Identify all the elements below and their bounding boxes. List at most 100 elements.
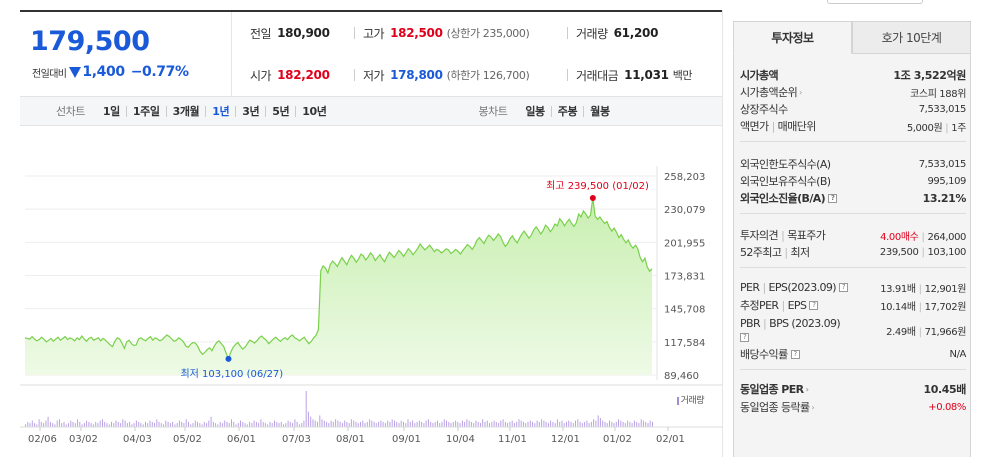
- volume-bar: [92, 424, 94, 427]
- divider: [354, 27, 355, 39]
- volume-bar: [541, 419, 543, 427]
- volume-bar: [622, 421, 624, 427]
- volume-bar: [563, 423, 565, 427]
- volume-bar: [226, 421, 228, 427]
- quote-sub: 백만: [672, 69, 693, 82]
- volume-bar: [321, 419, 323, 427]
- tab-orderbook[interactable]: 호가 10단계: [852, 21, 971, 54]
- candle-monthly[interactable]: 월봉: [590, 105, 610, 118]
- info-value: 995,109: [927, 175, 966, 187]
- help-icon[interactable]: ?: [740, 333, 749, 342]
- info-row-sector-per[interactable]: 동일업종 PER › 10.45배: [740, 381, 966, 397]
- info-label: 외국인소진율(B/A): [740, 192, 826, 205]
- info-value: 239,500: [879, 246, 919, 258]
- volume-bar: [79, 421, 81, 427]
- volume-bar: [649, 420, 651, 427]
- info-label-wrap: 동일업종 PER ›: [740, 381, 809, 397]
- help-icon[interactable]: ?: [838, 282, 848, 292]
- info-value-wrap: 5,000원 | 1주: [907, 119, 967, 134]
- stock-main-panel: 179,500 전일대비 1,400 −0.77% 전일 180,900 고가 …: [20, 12, 722, 457]
- volume-bar: [228, 423, 230, 427]
- info-row-est-per: 추정PER | EPS? 10.14배 | 17,702원: [740, 297, 966, 313]
- info-value-wrap: 239,500 | 103,100: [879, 246, 967, 258]
- volume-bar: [235, 424, 237, 427]
- volume-bar: [482, 419, 484, 427]
- volume-bar: [446, 420, 447, 427]
- candle-chart-group: 봉차트 일봉 주봉 월봉: [478, 103, 615, 119]
- info-value: 264,000: [927, 231, 966, 243]
- info-row-cap-rank[interactable]: 시가총액순위 › 코스피 188위: [740, 84, 966, 100]
- volume-bar: [559, 421, 561, 427]
- tab-investment-info[interactable]: 투자정보: [733, 21, 852, 54]
- volume-bar: [172, 421, 174, 427]
- volume-bar: [287, 420, 289, 427]
- volume-bar: [434, 421, 436, 427]
- volume-bar: [425, 420, 427, 427]
- period-3m[interactable]: 3개월: [172, 105, 200, 118]
- period-5y[interactable]: 5년: [272, 105, 290, 118]
- info-value: 4.00매수: [880, 231, 919, 243]
- volume-bar: [500, 420, 502, 427]
- info-body: 시가총액 1조 3,522억원 시가총액순위 › 코스피 188위 상장주식수 7…: [733, 54, 971, 457]
- period-10y[interactable]: 10년: [302, 105, 327, 118]
- help-icon[interactable]: ?: [790, 349, 800, 359]
- volume-bar: [219, 421, 221, 427]
- period-1w[interactable]: 1주일: [132, 105, 160, 118]
- volume-bar: [575, 420, 576, 427]
- volume-bar: [61, 423, 63, 427]
- period-1y[interactable]: 1년: [212, 105, 230, 118]
- volume-bar: [307, 411, 309, 427]
- info-row-sector-change[interactable]: 동일업종 등락률 › +0.08%: [740, 399, 966, 415]
- separator: |: [918, 301, 922, 313]
- volume-bar: [83, 423, 85, 427]
- volume-bar: [285, 423, 287, 427]
- x-tick-label: 07/03: [282, 434, 311, 445]
- volume-bar: [124, 420, 126, 427]
- volume-bar: [611, 421, 613, 427]
- volume-bar: [350, 419, 352, 427]
- volume-bar: [185, 419, 187, 427]
- volume-bar: [151, 421, 153, 427]
- help-icon[interactable]: ?: [809, 300, 819, 310]
- volume-bar: [194, 420, 196, 427]
- volume-bar: [375, 423, 377, 427]
- period-3y[interactable]: 3년: [242, 105, 260, 118]
- quote-value: 180,900: [277, 26, 330, 40]
- volume-bar: [269, 421, 271, 427]
- volume-bar: [267, 424, 269, 427]
- volume-bar: [45, 420, 47, 427]
- chevron-right-icon: ›: [805, 384, 809, 394]
- volume-bar: [215, 423, 217, 427]
- volume-bar: [439, 423, 441, 427]
- volume-bar: [457, 421, 459, 427]
- info-value-wrap: 10.14배 | 17,702원: [880, 298, 966, 313]
- volume-bar: [106, 423, 108, 427]
- divider: [265, 105, 267, 117]
- volume-bar: [357, 423, 359, 427]
- volume-bar: [389, 421, 391, 427]
- change-row: 전일대비 1,400 −0.77%: [32, 64, 189, 80]
- quote-value: 182,200: [277, 68, 330, 82]
- info-row-foreign-limit: 외국인한도주식수(A) 7,533,015: [740, 156, 966, 172]
- volume-bar: [520, 420, 522, 427]
- volume-bar: [25, 424, 26, 427]
- top-handle[interactable]: [827, 0, 923, 4]
- separator: |: [763, 317, 767, 330]
- volume-bar: [631, 423, 633, 427]
- candle-daily[interactable]: 일봉: [525, 105, 545, 118]
- volume-bar: [188, 421, 189, 427]
- info-label: PBR: [740, 317, 761, 330]
- volume-bar: [233, 421, 235, 427]
- volume-bar: [525, 423, 527, 427]
- volume-bar: [364, 423, 366, 427]
- volume-bar: [122, 419, 124, 427]
- volume-bar: [197, 421, 198, 427]
- volume-bar: [249, 421, 251, 427]
- info-value-wrap: 2.49배 | 71,966원: [886, 323, 966, 338]
- info-label: 동일업종 PER: [740, 383, 804, 396]
- y-tick-label: 89,460: [664, 371, 699, 382]
- candle-weekly[interactable]: 주봉: [557, 105, 578, 118]
- period-1d[interactable]: 1일: [102, 105, 120, 118]
- x-tick-label: 02/01: [656, 434, 685, 445]
- help-icon[interactable]: ?: [828, 193, 838, 203]
